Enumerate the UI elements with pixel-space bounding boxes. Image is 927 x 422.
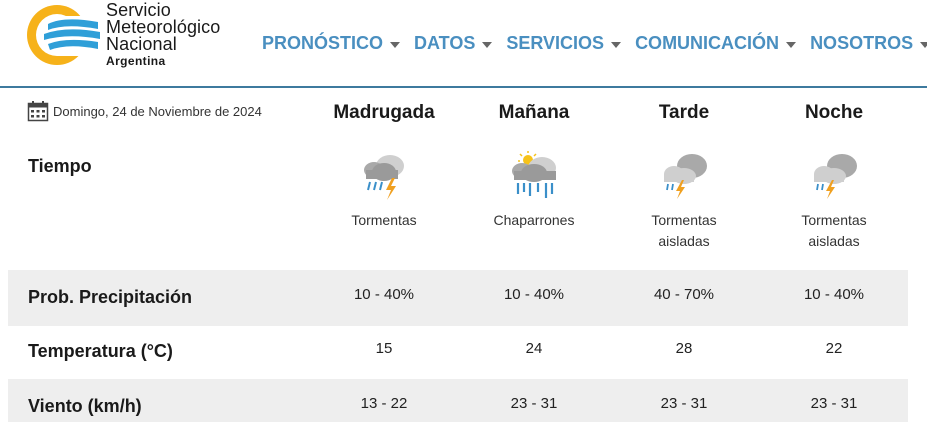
nav-datos[interactable]: DATOS bbox=[414, 33, 493, 54]
weather-description-line: Tormentas bbox=[801, 212, 867, 228]
nav-label: SERVICIOS bbox=[506, 33, 605, 53]
nav-label: DATOS bbox=[414, 33, 476, 53]
weather-description: Tormentas aisladas bbox=[609, 210, 759, 252]
wind-value: 23 - 31 bbox=[510, 395, 558, 412]
weather-description: Tormentas bbox=[309, 210, 459, 231]
weather-description-line: aisladas bbox=[658, 233, 710, 249]
row-label-temperature: Temperatura (°C) bbox=[28, 341, 173, 361]
isolated-storms-icon bbox=[814, 154, 857, 199]
period-header-noche: Noche bbox=[804, 102, 864, 123]
date-text: Domingo, 24 de Noviembre de 2024 bbox=[53, 103, 262, 119]
logo-line-3: Nacional bbox=[106, 34, 177, 54]
wind-value: 23 - 31 bbox=[810, 395, 858, 412]
chevron-down-icon bbox=[920, 41, 927, 48]
header-divider bbox=[0, 86, 927, 88]
precipitation-value: 10 - 40% bbox=[503, 286, 565, 303]
temperature-value: 28 bbox=[675, 340, 693, 357]
weather-description: Chaparrones bbox=[459, 210, 609, 231]
smn-logo[interactable]: Servicio Meteorológico Nacional Argentin… bbox=[24, 0, 254, 72]
temperature-value: 24 bbox=[525, 340, 543, 357]
wind-row bbox=[8, 379, 908, 422]
precipitation-row bbox=[8, 270, 908, 326]
row-label-precipitation: Prob. Precipitación bbox=[28, 287, 193, 307]
row-label-wind: Viento (km/h) bbox=[28, 396, 142, 416]
nav-servicios[interactable]: SERVICIOS bbox=[506, 33, 622, 54]
precipitation-value: 10 - 40% bbox=[803, 286, 865, 303]
temperature-value: 22 bbox=[825, 340, 843, 357]
chevron-down-icon bbox=[786, 41, 797, 48]
weather-description-line: Tormentas bbox=[351, 212, 417, 228]
nav-nosotros[interactable]: NOSOTROS bbox=[810, 33, 927, 54]
weather-description-line: aisladas bbox=[808, 233, 860, 249]
weather-icon-cell bbox=[459, 150, 609, 206]
chevron-down-icon bbox=[611, 41, 622, 48]
weather-description: Tormentas aisladas bbox=[759, 210, 909, 252]
isolated-storms-icon bbox=[664, 154, 707, 199]
chevron-down-icon bbox=[390, 41, 401, 48]
weather-icon-cell bbox=[309, 150, 459, 206]
weather-icon-cell bbox=[759, 150, 909, 206]
precipitation-value: 10 - 40% bbox=[353, 286, 415, 303]
weather-description-line: Tormentas bbox=[651, 212, 717, 228]
period-header-manana: Mañana bbox=[498, 102, 570, 123]
precipitation-value: 40 - 70% bbox=[653, 286, 715, 303]
smn-logo-icon bbox=[27, 5, 102, 65]
weather-icon-cell bbox=[609, 150, 759, 206]
logo-line-1: Servicio bbox=[106, 0, 171, 20]
nav-label: COMUNICACIÓN bbox=[635, 33, 780, 53]
weather-description-line: Chaparrones bbox=[493, 212, 575, 228]
period-header-madrugada: Madrugada bbox=[333, 102, 435, 123]
logo-line-2: Meteorológico bbox=[106, 17, 221, 37]
nav-pronostico[interactable]: PRONÓSTICO bbox=[262, 33, 401, 54]
nav-comunicacion[interactable]: COMUNICACIÓN bbox=[635, 33, 797, 54]
thunderstorm-icon bbox=[364, 155, 404, 200]
chevron-down-icon bbox=[482, 41, 493, 48]
nav-label: PRONÓSTICO bbox=[262, 33, 384, 53]
calendar-icon bbox=[27, 101, 49, 122]
temperature-value: 15 bbox=[375, 340, 393, 357]
logo-wordmark: Servicio Meteorológico Nacional Argentin… bbox=[106, 0, 221, 68]
showers-sun-icon bbox=[512, 151, 556, 198]
site-header: Servicio Meteorológico Nacional Argentin… bbox=[0, 0, 927, 86]
period-header-tarde: Tarde bbox=[658, 102, 710, 123]
row-label-tiempo: Tiempo bbox=[28, 156, 92, 176]
main-nav: PRONÓSTICO DATOS SERVICIOS COMUNICACIÓN … bbox=[262, 33, 927, 54]
nav-label: NOSOTROS bbox=[810, 33, 914, 53]
logo-subtitle: Argentina bbox=[106, 54, 166, 68]
wind-value: 13 - 22 bbox=[360, 395, 408, 412]
wind-value: 23 - 31 bbox=[660, 395, 708, 412]
forecast-date: Domingo, 24 de Noviembre de 2024 bbox=[27, 100, 262, 122]
